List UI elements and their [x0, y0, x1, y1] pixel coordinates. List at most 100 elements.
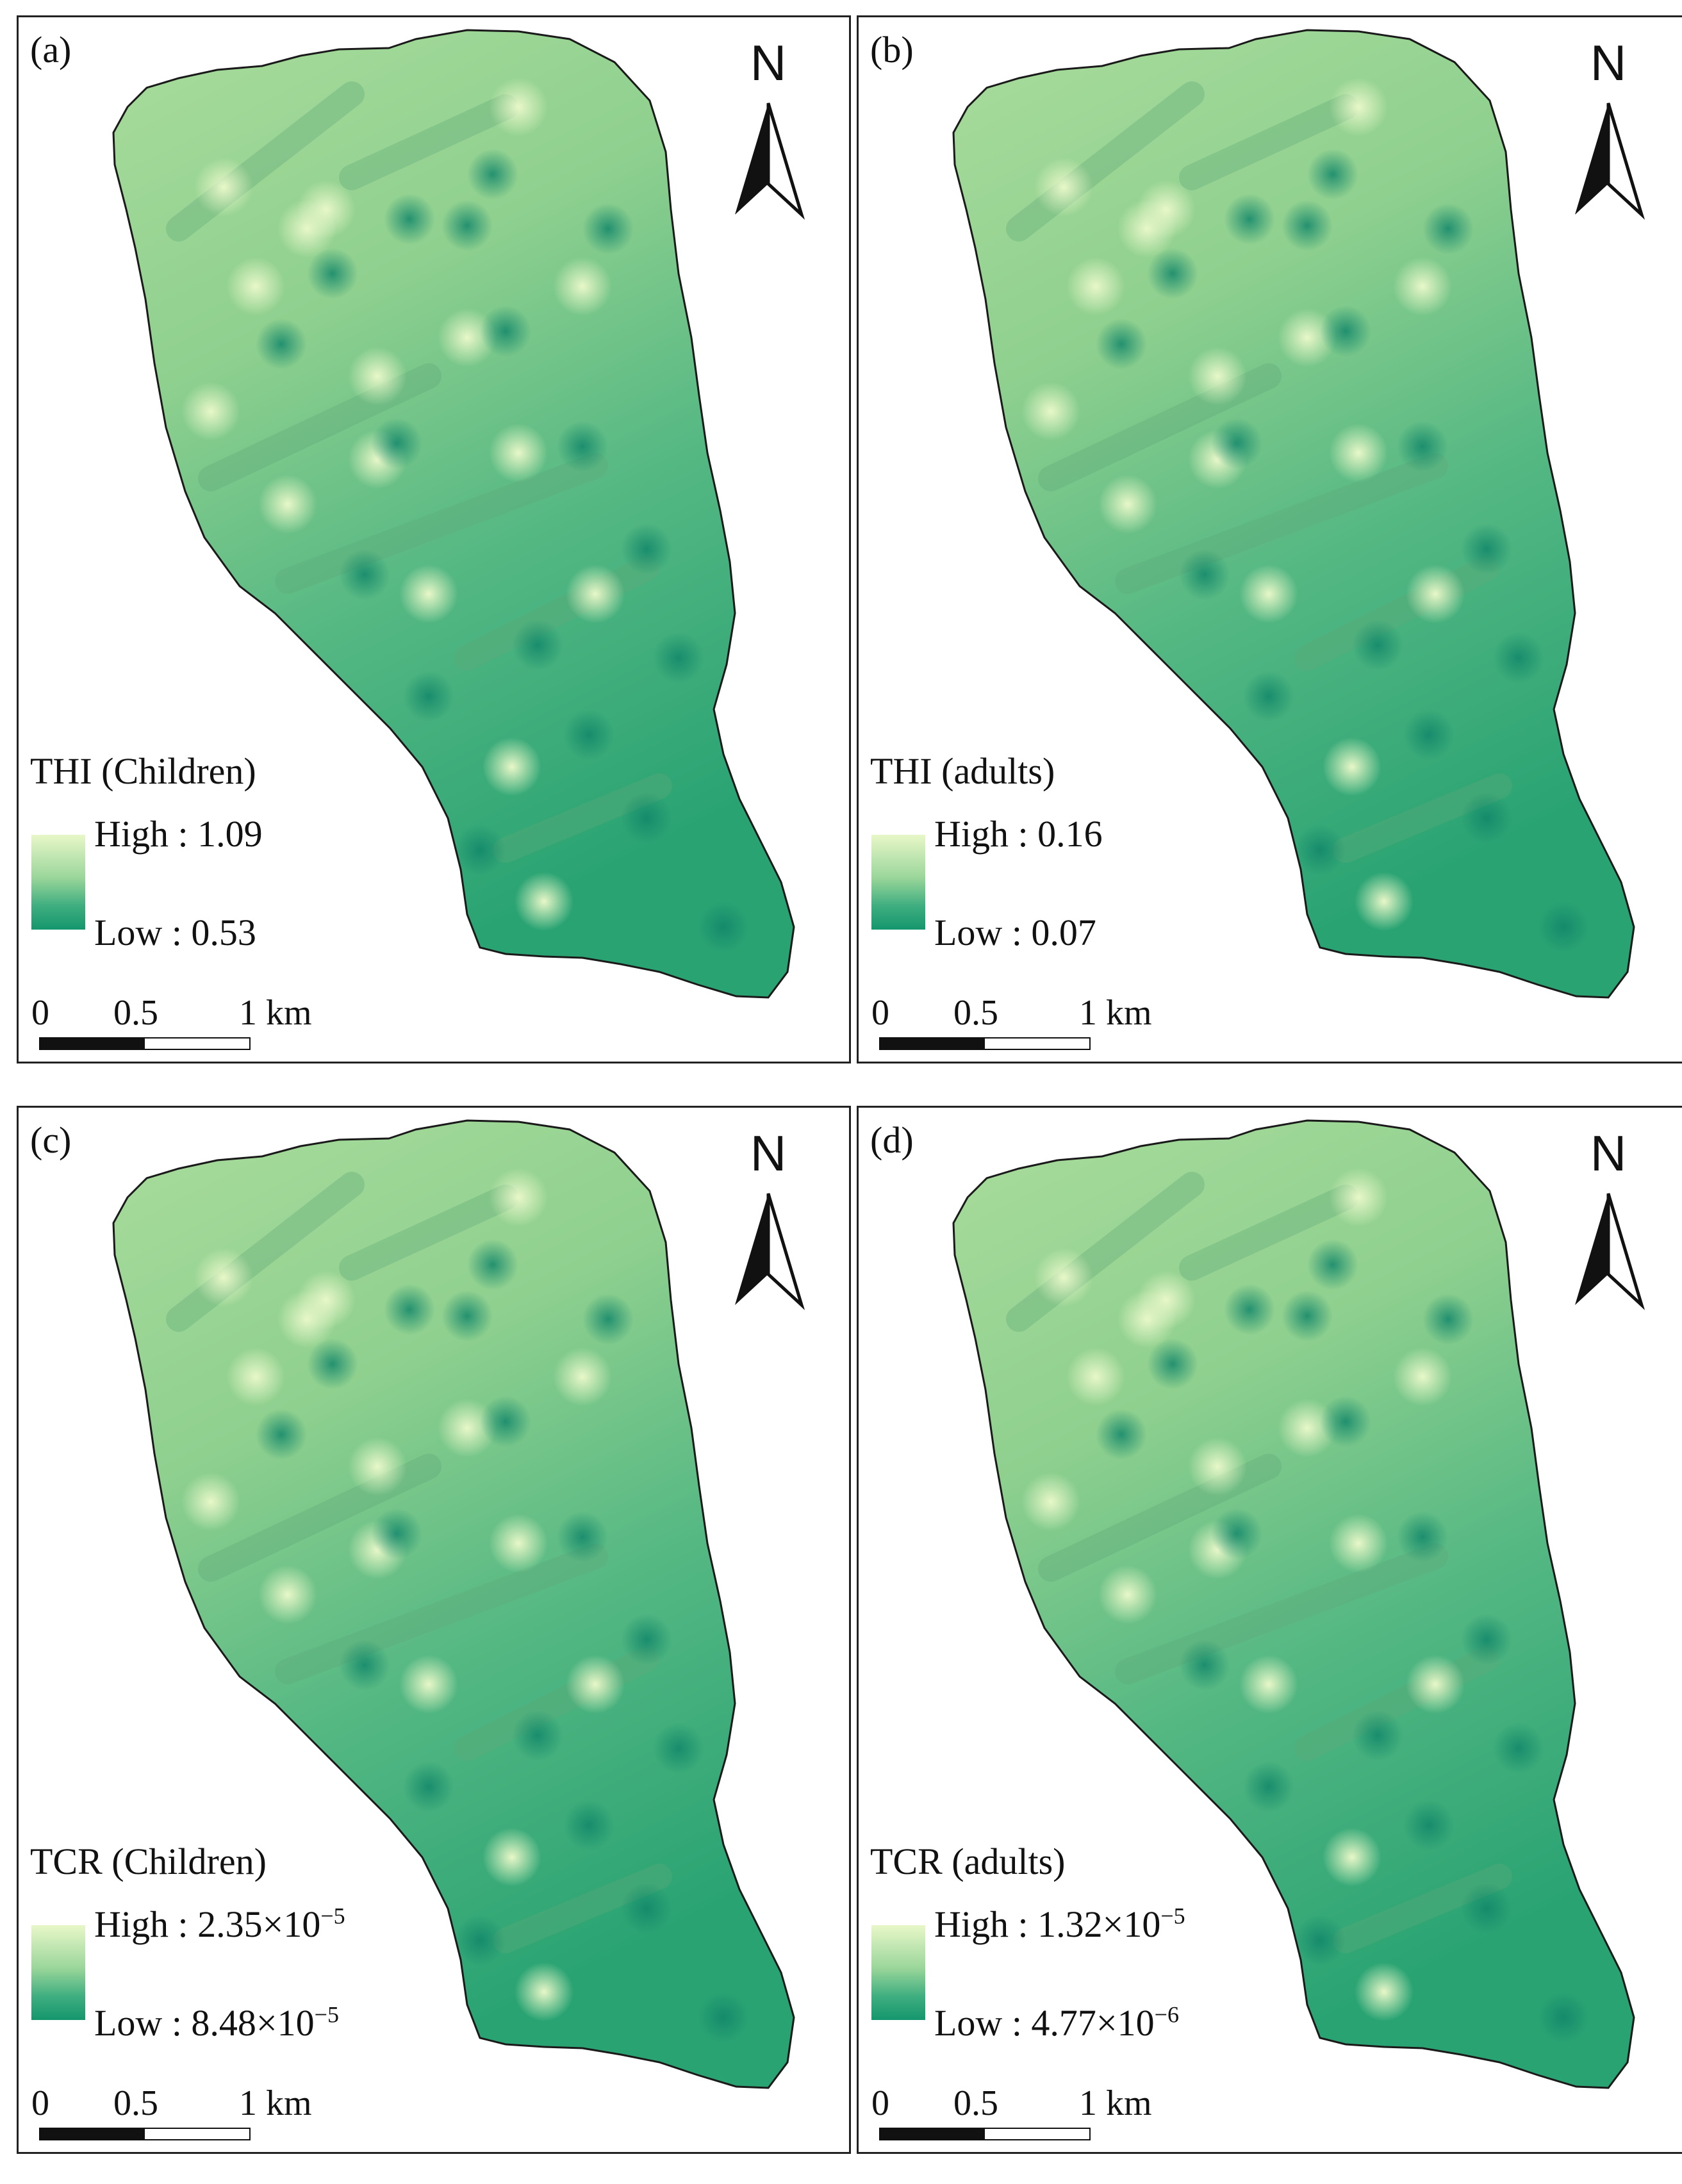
- hotspot-low: [1147, 248, 1198, 299]
- north-label: N: [750, 37, 786, 91]
- hotspot-high: [1329, 1168, 1388, 1227]
- scale-tick-05: 0.5: [953, 993, 998, 1033]
- hotspot-low: [1224, 1284, 1275, 1335]
- hotspot-low: [1294, 1915, 1346, 1966]
- hotspot-low: [1538, 1992, 1589, 2043]
- terrain-band: [1179, 1185, 1358, 1281]
- hotspot-low: [480, 306, 531, 357]
- hotspot-high: [194, 158, 253, 217]
- hotspot-low: [1282, 1290, 1333, 1342]
- hotspot-high: [1355, 872, 1414, 931]
- legend-title: TCR (Children): [30, 1841, 267, 1882]
- scale-segment: [145, 2129, 249, 2139]
- hotspot-low: [1179, 549, 1230, 600]
- terrain-band: [339, 94, 518, 190]
- legend-low-value: Low : 4.77×10−6: [934, 2001, 1179, 2044]
- hotspot-high: [1098, 1565, 1157, 1624]
- hotspot-low: [1294, 825, 1346, 876]
- raster-map: [952, 29, 1635, 999]
- hotspot-low: [1096, 318, 1147, 370]
- scale-segment: [880, 1039, 985, 1049]
- raster-map: [112, 1119, 795, 2089]
- hotspot-high: [399, 564, 458, 623]
- scale-segment: [145, 1039, 249, 1049]
- hotspot-high: [181, 1472, 240, 1531]
- hotspot-low: [480, 1396, 531, 1447]
- hotspot-high: [566, 564, 625, 623]
- hotspot-low: [1243, 1761, 1294, 1812]
- hotspot-high: [297, 1270, 356, 1329]
- scale-segment: [985, 2129, 1089, 2139]
- hotspot-low: [441, 200, 493, 251]
- surface-base: [113, 30, 794, 998]
- scale-bar: [39, 1037, 251, 1050]
- hotspot-high: [348, 347, 407, 406]
- hotspot-high: [515, 1962, 573, 2021]
- hotspot-low: [1403, 709, 1455, 760]
- hotspot-low: [653, 632, 704, 684]
- terrain-band: [1179, 94, 1358, 190]
- legend-color-ramp: [31, 1925, 85, 2020]
- surface-base: [113, 1121, 794, 2088]
- hotspot-high: [1066, 257, 1125, 316]
- hotspot-high: [553, 257, 612, 316]
- hotspot-high: [1098, 475, 1157, 534]
- hotspot-high: [194, 1248, 253, 1307]
- hotspot-low: [1422, 1293, 1474, 1345]
- scale-tick-0: 0: [31, 993, 49, 1033]
- legend-title: THI (Children): [30, 750, 256, 792]
- scale-tick-05: 0.5: [113, 993, 158, 1033]
- hotspot-high: [181, 382, 240, 441]
- hotspot-low: [467, 149, 518, 200]
- hotspot-high: [1188, 347, 1247, 406]
- scale-bar: [879, 1037, 1091, 1050]
- terrain-band: [1115, 1543, 1448, 1684]
- hotspot-low: [307, 1338, 358, 1390]
- legend-high-value: High : 2.35×10−5: [94, 1903, 345, 1945]
- hotspot-low: [1096, 1409, 1147, 1460]
- hotspot-high: [515, 872, 573, 931]
- hotspot-low: [1397, 421, 1448, 472]
- hotspot-low: [339, 549, 390, 600]
- hotspot-low: [1147, 1338, 1198, 1390]
- hotspot-low: [1538, 901, 1589, 953]
- north-label: N: [1590, 37, 1626, 91]
- study-area: [113, 30, 794, 998]
- study-area-boundary: [112, 29, 795, 999]
- north-arrow-icon: N: [1575, 1127, 1645, 1311]
- legend-high-value: High : 1.09: [94, 813, 263, 855]
- hotspot-low: [512, 1710, 563, 1761]
- hotspot-low: [256, 318, 307, 370]
- hotspot-high: [1137, 1270, 1196, 1329]
- hotspot-low: [403, 1761, 454, 1812]
- legend-high-value: High : 1.32×10−5: [934, 1903, 1185, 1945]
- scale-tick-1: 1 km: [239, 993, 312, 1033]
- hotspot-high: [1406, 1655, 1465, 1714]
- scale-tick-0: 0: [871, 993, 889, 1033]
- hotspot-high: [1393, 257, 1452, 316]
- hotspot-high: [1239, 1655, 1298, 1714]
- hotspot-low: [512, 620, 563, 671]
- study-area: [953, 30, 1634, 998]
- terrain-band: [275, 1543, 608, 1684]
- map-panel-d: (d) N TCR (adults) High : 1.32×10−5 Low …: [857, 1106, 1682, 2154]
- north-arrow-icon: N: [735, 37, 805, 220]
- hotspot-low: [621, 1614, 672, 1665]
- legend-color-ramp: [871, 835, 925, 930]
- scale-bar: [39, 2128, 251, 2140]
- panel-label: (c): [30, 1119, 72, 1161]
- scale-tick-0: 0: [871, 2083, 889, 2123]
- scale-tick-05: 0.5: [113, 2083, 158, 2123]
- north-arrow-icon: N: [735, 1127, 805, 1311]
- hotspot-low: [1397, 1511, 1448, 1563]
- hotspot-low: [557, 1511, 608, 1563]
- north-arrow-icon: N: [1575, 37, 1645, 220]
- hotspot-high: [297, 180, 356, 239]
- hotspot-low: [1493, 1723, 1544, 1774]
- hotspot-high: [553, 1347, 612, 1406]
- legend-low-value: Low : 0.53: [94, 912, 256, 953]
- panel-label: (b): [870, 29, 914, 70]
- legend-color-ramp: [31, 835, 85, 930]
- hotspot-high: [566, 1655, 625, 1714]
- study-area-boundary: [952, 29, 1635, 999]
